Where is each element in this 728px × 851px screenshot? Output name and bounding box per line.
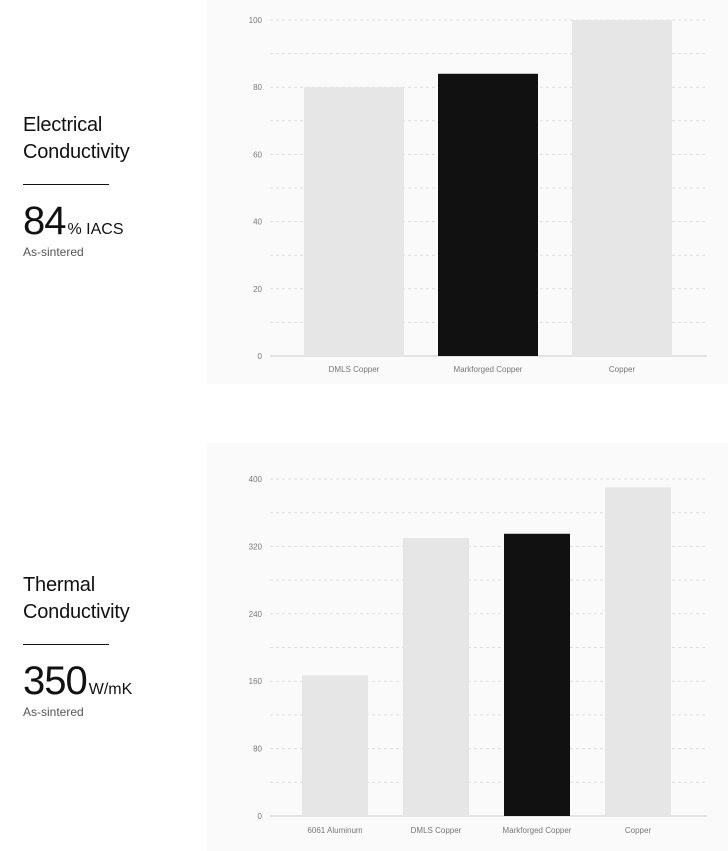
stat-value-row: 84 % IACS — [23, 199, 203, 243]
y-tick-label: 100 — [249, 16, 263, 25]
y-tick-label: 240 — [249, 610, 263, 619]
stat-value: 84 — [23, 199, 66, 243]
y-tick-label: 160 — [249, 677, 263, 686]
y-tick-label: 80 — [253, 745, 262, 754]
y-tick-label: 320 — [249, 542, 263, 551]
stat-note: As-sintered — [23, 705, 84, 719]
x-tick-label: DMLS Copper — [411, 826, 462, 835]
thermal-conductivity-stat: Thermal Conductivity 350 W/mK As-sintere… — [23, 572, 203, 719]
stat-title-line2: Conductivity — [23, 141, 130, 163]
stat-title: Thermal Conductivity — [23, 572, 203, 626]
stat-note: As-sintered — [23, 245, 84, 259]
y-tick-label: 80 — [253, 83, 262, 92]
bar-copper — [572, 20, 672, 356]
stat-unit: % IACS — [67, 221, 124, 238]
stat-unit: W/mK — [88, 681, 133, 698]
divider — [23, 644, 109, 645]
stat-title-line1: Electrical — [23, 114, 103, 136]
bar-markforged-copper — [438, 73, 538, 356]
thermal-conductivity-chart: 0 80 160 240 320 400 6061 Aluminum DMLS Copper M… — [249, 475, 707, 835]
bar-markforged-copper — [504, 533, 570, 816]
bar-copper — [605, 487, 671, 816]
stat-title-line1: Thermal — [23, 574, 95, 596]
y-tick-label: 40 — [253, 218, 262, 227]
x-tick-label: Copper — [625, 826, 652, 835]
x-tick-label: DMLS Copper — [329, 365, 380, 374]
y-tick-label: 0 — [258, 352, 263, 361]
x-tick-label: 6061 Aluminum — [307, 826, 362, 835]
x-tick-label: Markforged Copper — [503, 826, 572, 835]
electrical-chart-panel: 0 20 40 60 80 100 DMLS Copper Markforged Copper… — [207, 0, 728, 384]
stat-value: 350 — [23, 659, 88, 703]
electrical-conductivity-stat: Electrical Conductivity 84 % IACS As-sin… — [23, 112, 203, 259]
stat-title-line2: Conductivity — [23, 601, 130, 623]
bar-dmls-copper — [304, 87, 404, 356]
thermal-chart-panel: 0 80 160 240 320 400 6061 Aluminum DMLS Copper M… — [207, 443, 728, 851]
y-tick-label: 0 — [258, 812, 263, 821]
y-tick-label: 400 — [249, 475, 263, 484]
bar-6061-aluminum — [302, 675, 368, 816]
y-tick-label: 20 — [253, 285, 262, 294]
x-tick-label: Markforged Copper — [454, 365, 523, 374]
electrical-conductivity-chart: 0 20 40 60 80 100 DMLS Copper Markforged Copper… — [249, 16, 707, 374]
x-tick-label: Copper — [609, 365, 636, 374]
bar-dmls-copper — [403, 537, 469, 816]
stat-value-row: 350 W/mK — [23, 659, 203, 703]
divider — [23, 184, 109, 185]
y-tick-label: 60 — [253, 150, 262, 159]
stat-title: Electrical Conductivity — [23, 112, 203, 166]
